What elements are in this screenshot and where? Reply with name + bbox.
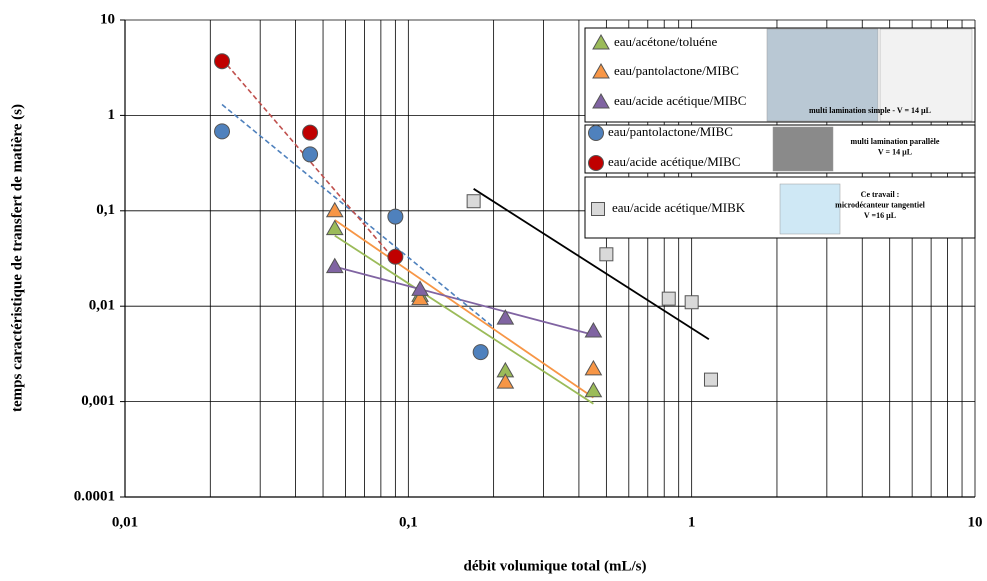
legend-label: eau/pantolactone/MIBC bbox=[614, 63, 739, 78]
data-point bbox=[387, 208, 404, 225]
data-point bbox=[496, 309, 515, 325]
trend-line bbox=[221, 103, 495, 328]
y-tick-label: 0.0001 bbox=[74, 488, 115, 504]
x-tick-label: 0,1 bbox=[399, 514, 418, 530]
trend-line bbox=[334, 219, 594, 399]
legend-marker bbox=[588, 125, 604, 141]
data-point bbox=[496, 373, 515, 389]
x-tick-label: 1 bbox=[688, 514, 696, 530]
data-point bbox=[703, 372, 718, 387]
data-point bbox=[584, 381, 603, 398]
trend-line bbox=[334, 234, 594, 405]
data-point bbox=[214, 53, 231, 70]
x-axis-label: débit volumique total (mL/s) bbox=[464, 558, 647, 574]
y-tick-label: 0,01 bbox=[89, 298, 115, 314]
legend-marker bbox=[592, 92, 610, 109]
y-tick-label: 1 bbox=[108, 107, 116, 123]
data-point bbox=[584, 359, 603, 376]
data-point bbox=[325, 219, 344, 236]
data-point bbox=[411, 289, 429, 306]
legend-marker bbox=[588, 155, 604, 171]
y-tick-label: 0,1 bbox=[96, 202, 115, 218]
x-tick-label: 10 bbox=[968, 514, 983, 530]
trend-line bbox=[473, 188, 710, 341]
legend-marker bbox=[591, 202, 605, 216]
legend-caption: multi lamination parallèle bbox=[851, 137, 940, 146]
legend-caption: microdécanteur tangentiel bbox=[835, 200, 925, 209]
data-point bbox=[387, 248, 404, 265]
legend-image bbox=[879, 28, 973, 122]
data-point bbox=[599, 247, 614, 262]
legend-marker bbox=[592, 62, 610, 79]
y-tick-label: 0,001 bbox=[81, 393, 115, 409]
legend-label: eau/acide acétique/MIBC bbox=[608, 154, 740, 169]
data-point bbox=[411, 280, 429, 296]
legend-caption: V = 14 µL bbox=[878, 147, 912, 156]
legend-image bbox=[772, 126, 834, 172]
data-point bbox=[466, 194, 481, 209]
legend-marker bbox=[592, 33, 610, 50]
data-point bbox=[214, 123, 231, 140]
data-point bbox=[302, 124, 319, 141]
data-point bbox=[325, 257, 344, 274]
legend-caption: V =16 µL bbox=[864, 211, 896, 220]
data-point bbox=[472, 344, 489, 361]
data-point bbox=[325, 201, 344, 218]
legend-image bbox=[766, 28, 879, 122]
legend-label: eau/acide acétique/MIBC bbox=[614, 93, 746, 108]
x-tick-label: 0,01 bbox=[112, 514, 138, 530]
legend-caption: Ce travail : bbox=[861, 190, 900, 199]
y-tick-label: 10 bbox=[100, 11, 115, 27]
legend-image bbox=[779, 183, 841, 235]
trend-line bbox=[334, 265, 594, 336]
data-point bbox=[684, 295, 699, 310]
legend-label: eau/acétone/toluéne bbox=[614, 34, 717, 49]
legend-label: eau/acide acétique/MIBK bbox=[612, 200, 746, 215]
data-point bbox=[584, 321, 603, 338]
legend: eau/acétone/toluéne eau/pantolactone/MIBC… bbox=[584, 27, 976, 239]
legend-caption: multi lamination simple - V = 14 µL bbox=[809, 106, 931, 115]
data-point bbox=[302, 146, 319, 163]
data-point bbox=[661, 291, 676, 306]
legend-label: eau/pantolactone/MIBC bbox=[608, 124, 733, 139]
y-axis-label: temps caractéristique de transfert de ma… bbox=[9, 104, 25, 412]
